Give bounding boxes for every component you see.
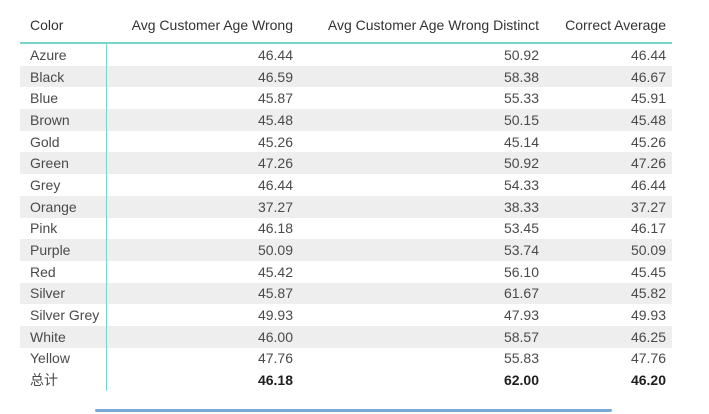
column-header-correct-average[interactable]: Correct Average xyxy=(565,17,666,33)
row-value-cell[interactable]: 50.09 xyxy=(630,242,666,259)
column-header-color[interactable]: Color xyxy=(30,17,64,33)
row-color-cell[interactable]: Red xyxy=(30,263,56,280)
row-value-cell[interactable]: 45.87 xyxy=(257,90,293,107)
row-value-cell[interactable]: 50.92 xyxy=(503,46,539,63)
row-value-cell[interactable]: 49.93 xyxy=(257,307,293,324)
table-row[interactable]: Purple 50.09 53.74 50.09 xyxy=(20,239,672,261)
row-color-cell[interactable]: Blue xyxy=(30,90,59,107)
row-value-cell[interactable]: 55.33 xyxy=(503,90,539,107)
row-color-cell[interactable]: Gold xyxy=(30,133,60,150)
row-value-cell[interactable]: 58.57 xyxy=(503,328,539,345)
row-value-cell[interactable]: 45.42 xyxy=(257,263,293,280)
row-value-cell[interactable]: 47.26 xyxy=(630,155,666,172)
row-value-cell[interactable]: 55.83 xyxy=(503,350,539,367)
row-value-cell[interactable]: 37.27 xyxy=(630,198,666,215)
row-value-cell[interactable]: 61.67 xyxy=(503,285,539,302)
row-value-cell[interactable]: 45.87 xyxy=(257,285,293,302)
row-color-cell[interactable]: Orange xyxy=(30,198,77,215)
row-value-cell[interactable]: 46.59 xyxy=(257,68,293,85)
table-row[interactable]: Brown 45.48 50.15 45.48 xyxy=(20,109,672,131)
row-value-cell[interactable]: 45.45 xyxy=(630,263,666,280)
row-value-cell[interactable]: 46.44 xyxy=(630,46,666,63)
row-value-cell[interactable]: 53.45 xyxy=(503,220,539,237)
row-color-cell[interactable]: White xyxy=(30,328,66,345)
row-color-cell[interactable]: Green xyxy=(30,155,69,172)
row-value-cell[interactable]: 38.33 xyxy=(503,198,539,215)
total-avg-customer-age-wrong: 46.18 xyxy=(257,372,293,389)
row-color-cell[interactable]: Purple xyxy=(30,242,71,259)
total-row-label: 总计 xyxy=(30,372,58,389)
table-row[interactable]: Red 45.42 56.10 45.45 xyxy=(20,261,672,283)
table-row[interactable]: Silver 45.87 61.67 45.82 xyxy=(20,282,672,305)
row-color-cell[interactable]: Azure xyxy=(30,46,67,63)
row-color-cell[interactable]: Silver xyxy=(30,285,66,302)
row-value-cell[interactable]: 46.25 xyxy=(630,328,666,345)
row-value-cell[interactable]: 54.33 xyxy=(503,176,539,193)
table-body: Azure 46.44 50.92 46.44 Black 46.59 58.38 46.67… xyxy=(20,44,672,369)
row-color-cell[interactable]: Silver Grey xyxy=(30,307,100,324)
column-header-avg-customer-age-wrong-distinct[interactable]: Avg Customer Age Wrong Distinct xyxy=(327,17,539,33)
table-row[interactable]: Yellow 47.76 55.83 47.76 xyxy=(20,348,672,370)
row-value-cell[interactable]: 47.26 xyxy=(257,155,293,172)
row-value-cell[interactable]: 49.93 xyxy=(630,307,666,324)
row-value-cell[interactable]: 53.74 xyxy=(503,242,539,259)
row-value-cell[interactable]: 46.18 xyxy=(257,220,293,237)
row-value-cell[interactable]: 45.48 xyxy=(630,111,666,128)
table-row[interactable]: Green 47.26 50.92 47.26 xyxy=(20,152,672,175)
total-correct-average: 46.20 xyxy=(630,372,666,389)
table-total-row: 总计 46.18 62.00 46.20 xyxy=(20,369,672,392)
table-row[interactable]: Pink 46.18 53.45 46.17 xyxy=(20,218,672,240)
total-avg-customer-age-wrong-distinct: 62.00 xyxy=(503,372,539,389)
data-table: Color Avg Customer Age Wrong Avg Custome… xyxy=(20,8,672,392)
column-separator-line xyxy=(106,43,107,391)
row-color-cell[interactable]: Yellow xyxy=(30,350,70,367)
row-value-cell[interactable]: 46.44 xyxy=(257,176,293,193)
row-value-cell[interactable]: 45.48 xyxy=(257,111,293,128)
row-value-cell[interactable]: 50.09 xyxy=(257,242,293,259)
row-value-cell[interactable]: 45.26 xyxy=(257,133,293,150)
table-row[interactable]: Orange 37.27 38.33 37.27 xyxy=(20,195,672,218)
row-value-cell[interactable]: 46.17 xyxy=(630,220,666,237)
table-row[interactable]: Blue 45.87 55.33 45.91 xyxy=(20,87,672,109)
table-row[interactable]: Gold 45.26 45.14 45.26 xyxy=(20,131,672,153)
row-color-cell[interactable]: Grey xyxy=(30,176,61,193)
row-value-cell[interactable]: 56.10 xyxy=(503,263,539,280)
table-row[interactable]: Black 46.59 58.38 46.67 xyxy=(20,65,672,88)
table-row[interactable]: Grey 46.44 54.33 46.44 xyxy=(20,174,672,196)
row-value-cell[interactable]: 45.91 xyxy=(630,90,666,107)
row-color-cell[interactable]: Black xyxy=(30,68,65,85)
column-header-avg-customer-age-wrong[interactable]: Avg Customer Age Wrong xyxy=(131,17,293,33)
row-value-cell[interactable]: 47.76 xyxy=(257,350,293,367)
row-value-cell[interactable]: 47.93 xyxy=(503,307,539,324)
row-value-cell[interactable]: 46.44 xyxy=(257,46,293,63)
row-value-cell[interactable]: 46.67 xyxy=(630,68,666,85)
row-value-cell[interactable]: 37.27 xyxy=(257,198,293,215)
horizontal-scrollbar[interactable] xyxy=(95,409,612,412)
row-value-cell[interactable]: 50.92 xyxy=(503,155,539,172)
row-color-cell[interactable]: Brown xyxy=(30,111,70,128)
row-value-cell[interactable]: 50.15 xyxy=(503,111,539,128)
row-value-cell[interactable]: 46.44 xyxy=(630,176,666,193)
table-row[interactable]: Silver Grey 49.93 47.93 49.93 xyxy=(20,304,672,326)
table-row[interactable]: Azure 46.44 50.92 46.44 xyxy=(20,44,672,66)
row-value-cell[interactable]: 46.00 xyxy=(257,328,293,345)
row-value-cell[interactable]: 58.38 xyxy=(503,68,539,85)
row-color-cell[interactable]: Pink xyxy=(30,220,58,237)
row-value-cell[interactable]: 45.26 xyxy=(630,133,666,150)
table-header-row: Color Avg Customer Age Wrong Avg Custome… xyxy=(20,8,672,44)
row-value-cell[interactable]: 47.76 xyxy=(630,350,666,367)
table-row[interactable]: White 46.00 58.57 46.25 xyxy=(20,325,672,348)
row-value-cell[interactable]: 45.82 xyxy=(630,285,666,302)
row-value-cell[interactable]: 45.14 xyxy=(503,133,539,150)
